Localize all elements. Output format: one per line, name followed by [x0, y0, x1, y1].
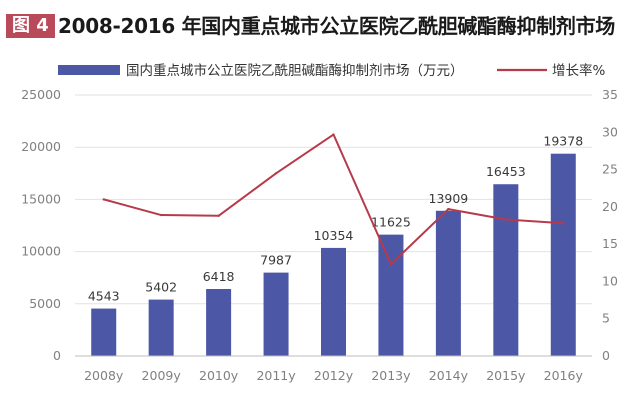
- bar: [148, 299, 174, 356]
- chart-header: 图 4 2008-2016 年国内重点城市公立医院乙酰胆碱酯酶抑制剂市场: [0, 0, 640, 50]
- legend: 国内重点城市公立医院乙酰胆碱酯酶抑制剂市场（万元） 增长率%: [58, 62, 605, 79]
- growth-point: [102, 198, 105, 201]
- y-axis-right: 0 5 10 15 20 25 30 35: [602, 87, 618, 363]
- y-left-tick-label: 15000: [21, 191, 61, 206]
- growth-point: [389, 263, 393, 266]
- bar-value-label: 6418: [203, 269, 235, 284]
- growth-point: [332, 133, 335, 136]
- bar-value-label: 13909: [429, 191, 469, 206]
- growth-point: [159, 213, 163, 217]
- y-left-tick-label: 25000: [21, 87, 61, 102]
- legend-bar-swatch: [58, 65, 120, 75]
- chart-title: 2008-2016 年国内重点城市公立医院乙酰胆碱酯酶抑制剂市场: [58, 14, 615, 38]
- bar-value-label: 16453: [486, 164, 526, 179]
- bar: [263, 272, 289, 356]
- bar: [321, 247, 346, 356]
- x-axis: 2008y 2009y 2010y 2011y 2012y 2013y 2014y 2015y…: [75, 355, 592, 383]
- y-right-tick-label: 30: [602, 124, 618, 139]
- y-axis-left: 0 5000 10000 15000 20000 25000: [21, 87, 61, 363]
- bar: [91, 308, 117, 356]
- y-left-tick-label: 10000: [21, 244, 61, 259]
- y-right-tick-label: 0: [602, 348, 610, 363]
- growth-point: [447, 207, 450, 211]
- x-tick-label: 2009y: [142, 368, 182, 383]
- x-tick-label: 2014y: [429, 368, 469, 383]
- combo-chart: 国内重点城市公立医院乙酰胆碱酯酶抑制剂市场（万元） 增长率% 050001000…: [21, 62, 618, 383]
- legend-bar-label: 国内重点城市公立医院乙酰胆碱酯酶抑制剂市场（万元）: [126, 62, 464, 79]
- bar-value-label: 19378: [543, 134, 583, 149]
- bar-value-label: 4543: [88, 289, 120, 304]
- bar-value-label: 10354: [314, 228, 354, 243]
- growth-point: [274, 172, 278, 175]
- y-right-tick-label: 25: [602, 162, 618, 177]
- x-tick-label: 2008y: [84, 368, 124, 383]
- y-left-tick-label: 0: [53, 348, 61, 363]
- bar-series: [91, 153, 576, 356]
- bar-value-label: 5402: [145, 280, 177, 295]
- bar-data-labels: 4543 5402 6418 7987 10354 11625 13909 16453 1937…: [88, 134, 583, 304]
- bar: [550, 153, 576, 356]
- chart-area: 国内重点城市公立医院乙酰胆碱酯酶抑制剂市场（万元） 增长率% 0 5000 1000…: [0, 50, 640, 403]
- x-tick-label: 2010y: [199, 368, 239, 383]
- bar-value-label: 7987: [260, 253, 292, 268]
- y-right-tick-label: 20: [602, 199, 618, 214]
- x-tick-label: 2013y: [371, 368, 411, 383]
- x-tick-label: 2012y: [314, 368, 354, 383]
- figure-tag: 图 4: [6, 14, 55, 38]
- bar: [206, 288, 232, 356]
- growth-point: [217, 214, 220, 218]
- growth-point: [504, 218, 508, 221]
- growth-line-series: [102, 133, 565, 266]
- y-right-tick-label: 15: [602, 236, 618, 251]
- legend-line-label: 增长率%: [552, 62, 605, 79]
- bar: [435, 210, 461, 356]
- bar: [493, 184, 519, 356]
- y-left-tick-label: 5000: [29, 296, 61, 311]
- x-tick-label: 2011y: [256, 368, 296, 383]
- growth-point: [562, 222, 565, 225]
- y-right-tick-label: 5: [602, 311, 610, 326]
- bar: [378, 234, 404, 356]
- y-left-tick-label: 20000: [21, 139, 61, 154]
- bar-value-label: 11625: [371, 215, 411, 230]
- y-right-tick-label: 10: [602, 273, 618, 288]
- y-right-tick-label: 35: [602, 87, 618, 102]
- x-tick-label: 2015y: [486, 368, 526, 383]
- x-tick-label: 2016y: [544, 368, 584, 383]
